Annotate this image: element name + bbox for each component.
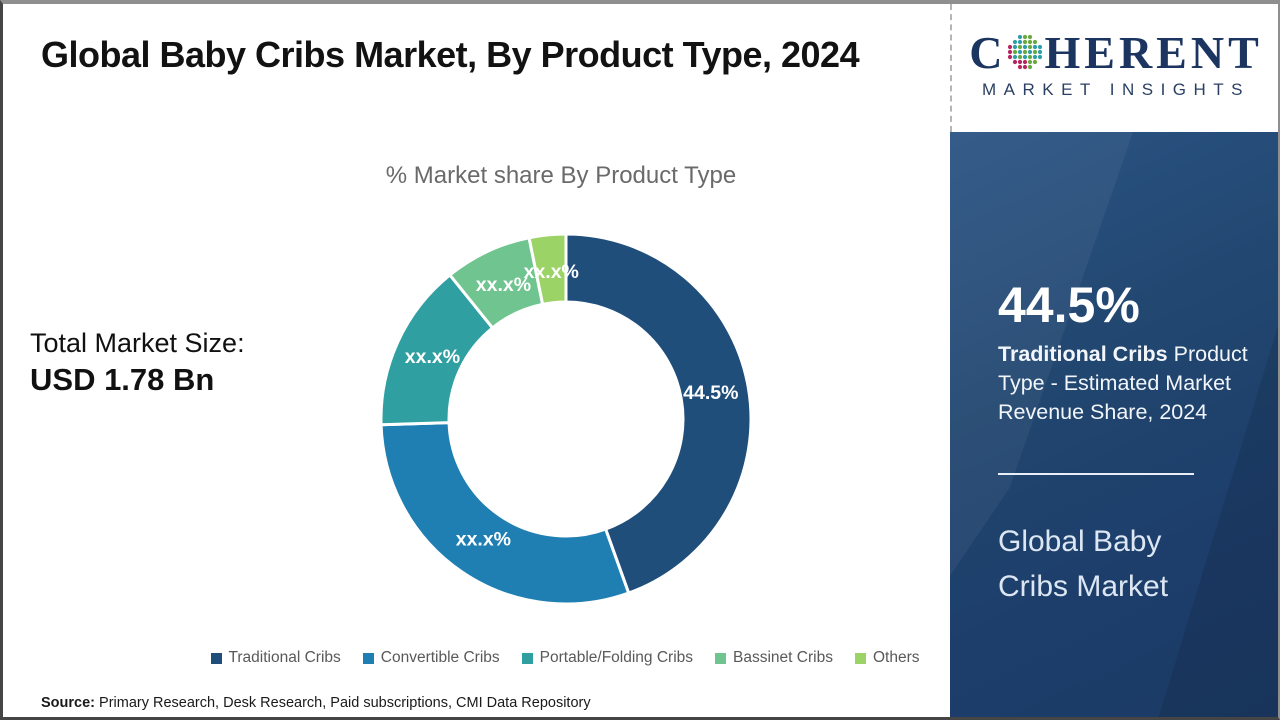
brand-letters-rest: HERENT bbox=[1044, 27, 1263, 78]
headline-stat-value: 44.5% bbox=[998, 277, 1140, 333]
source-line: Source: Primary Research, Desk Research,… bbox=[41, 695, 591, 711]
brand-logo: C HERENT MARKET INSIGHTS bbox=[950, 4, 1278, 132]
donut-chart-svg: 44.5%xx.x%xx.x%xx.x%xx.x% bbox=[379, 232, 753, 606]
segment-value-label: xx.x% bbox=[524, 261, 579, 283]
stat-description-rest: Product Type - Estimated Market Revenue … bbox=[998, 342, 1248, 424]
legend-label: Others bbox=[872, 649, 920, 666]
legend-item: Bassinet Cribs bbox=[715, 649, 833, 667]
sidebar-divider bbox=[998, 473, 1194, 475]
headline-stat-description: Traditional Cribs Product Type - Estimat… bbox=[998, 340, 1260, 427]
total-market-value: USD 1.78 Bn bbox=[30, 362, 215, 397]
legend-item: Others bbox=[854, 649, 920, 667]
globe-dots-icon bbox=[1008, 34, 1043, 70]
total-market-label: Total Market Size: bbox=[30, 328, 245, 358]
legend-swatch bbox=[362, 652, 374, 664]
chart-title: % Market share By Product Type bbox=[385, 162, 737, 189]
donut-segment bbox=[379, 421, 631, 606]
source-text: Primary Research, Desk Research, Paid su… bbox=[95, 695, 591, 711]
brand-subtitle: MARKET INSIGHTS bbox=[981, 80, 1251, 99]
legend-swatch bbox=[210, 652, 222, 664]
report-market-name: Global Baby Cribs Market bbox=[998, 525, 1169, 603]
chart-legend: Traditional Cribs Convertible Cribs Portab… bbox=[133, 649, 997, 667]
highlight-sidebar: 44.5% Traditional Cribs Product Type - E… bbox=[950, 132, 1278, 717]
legend-label: Portable/Folding Cribs bbox=[539, 649, 694, 666]
brand-wordmark: C HERENT bbox=[952, 27, 1278, 78]
legend-label: Traditional Cribs bbox=[228, 649, 341, 666]
segment-value-label: 44.5% bbox=[683, 382, 738, 404]
segment-value-label: xx.x% bbox=[476, 274, 531, 296]
legend-swatch bbox=[854, 652, 866, 664]
page-title: Global Baby Cribs Market, By Product Typ… bbox=[41, 34, 860, 75]
legend-item: Traditional Cribs bbox=[210, 649, 341, 667]
stat-segment-name: Traditional Cribs bbox=[998, 342, 1168, 366]
legend-item: Portable/Folding Cribs bbox=[521, 649, 694, 667]
donut-chart: 44.5% xx.x% xx.x% xx.x% xx.x% bbox=[336, 189, 796, 649]
donut-segment bbox=[564, 232, 753, 595]
legend-label: Convertible Cribs bbox=[380, 649, 500, 666]
legend-item: Convertible Cribs bbox=[362, 649, 500, 667]
segment-value-label: xx.x% bbox=[456, 529, 511, 551]
segment-value-label: xx.x% bbox=[405, 346, 460, 368]
donut-segment bbox=[527, 232, 568, 306]
total-market-size: Total Market Size: USD 1.78 Bn bbox=[30, 326, 245, 400]
legend-label: Bassinet Cribs bbox=[733, 649, 833, 666]
source-label: Source: bbox=[41, 695, 95, 711]
brand-letter-c: C bbox=[969, 27, 1007, 78]
legend-swatch bbox=[521, 652, 533, 664]
legend-swatch bbox=[715, 652, 727, 664]
